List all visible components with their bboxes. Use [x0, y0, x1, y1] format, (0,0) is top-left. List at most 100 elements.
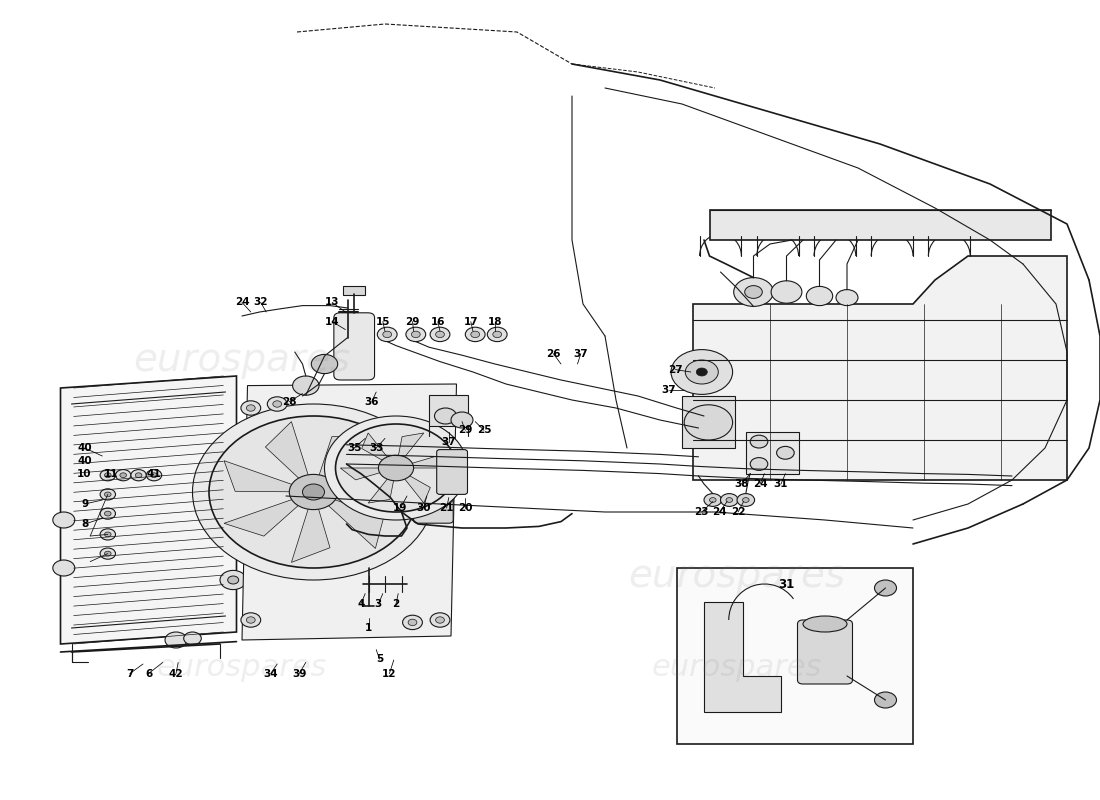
Circle shape [836, 290, 858, 306]
Text: 12: 12 [382, 669, 397, 678]
Bar [429, 395, 468, 426]
Polygon shape [398, 433, 424, 458]
Circle shape [436, 401, 444, 407]
Circle shape [267, 397, 287, 411]
Circle shape [378, 455, 414, 481]
Circle shape [100, 548, 116, 559]
Text: 42: 42 [168, 669, 184, 678]
Text: 13: 13 [324, 298, 340, 307]
Circle shape [406, 327, 426, 342]
Text: 37: 37 [441, 437, 456, 446]
Text: 26: 26 [546, 349, 561, 358]
Text: 29: 29 [405, 317, 420, 326]
Text: 7: 7 [126, 669, 133, 678]
FancyBboxPatch shape [437, 450, 468, 494]
Circle shape [411, 477, 455, 509]
Text: 1: 1 [365, 623, 372, 633]
Circle shape [745, 286, 762, 298]
Text: 30: 30 [416, 503, 431, 513]
Circle shape [771, 281, 802, 303]
Circle shape [685, 360, 718, 384]
Circle shape [104, 511, 111, 516]
Circle shape [241, 401, 261, 415]
Text: 15: 15 [375, 317, 390, 326]
Circle shape [684, 405, 733, 440]
Text: 39: 39 [292, 669, 307, 678]
Circle shape [696, 368, 707, 376]
Polygon shape [410, 456, 452, 468]
Circle shape [220, 570, 246, 590]
Text: 24: 24 [752, 479, 768, 489]
Circle shape [100, 489, 116, 500]
Circle shape [228, 576, 239, 584]
Text: 3: 3 [375, 599, 382, 609]
Polygon shape [704, 602, 781, 712]
Circle shape [302, 484, 324, 500]
Circle shape [750, 458, 768, 470]
Circle shape [53, 560, 75, 576]
Ellipse shape [803, 616, 847, 632]
Circle shape [104, 532, 111, 537]
Circle shape [100, 470, 116, 481]
Bar [682, 396, 735, 448]
Polygon shape [60, 376, 236, 644]
FancyBboxPatch shape [676, 568, 913, 744]
Circle shape [209, 416, 418, 568]
Text: 18: 18 [487, 317, 503, 326]
Circle shape [750, 435, 768, 448]
Circle shape [451, 412, 473, 428]
Circle shape [151, 473, 157, 478]
Text: 31: 31 [779, 578, 794, 590]
Text: 10: 10 [76, 469, 91, 478]
Polygon shape [362, 433, 388, 461]
Bar [343, 286, 365, 295]
Circle shape [104, 551, 111, 556]
Circle shape [165, 632, 187, 648]
Circle shape [465, 327, 485, 342]
Text: 19: 19 [393, 503, 408, 513]
Circle shape [430, 613, 450, 627]
Circle shape [104, 492, 111, 497]
FancyBboxPatch shape [334, 313, 374, 380]
Text: 25: 25 [476, 426, 492, 435]
Polygon shape [318, 435, 375, 481]
Circle shape [220, 501, 246, 520]
Text: 41: 41 [146, 469, 162, 478]
Circle shape [742, 498, 749, 502]
Circle shape [53, 512, 75, 528]
Text: 32: 32 [253, 298, 268, 307]
Text: 27: 27 [668, 365, 683, 374]
Text: 37: 37 [573, 349, 588, 358]
Text: eurospares: eurospares [652, 654, 822, 682]
Circle shape [293, 376, 319, 395]
Circle shape [104, 473, 111, 478]
Circle shape [874, 692, 896, 708]
Text: 37: 37 [661, 386, 676, 395]
Circle shape [734, 278, 773, 306]
Text: 28: 28 [282, 397, 297, 406]
Circle shape [184, 632, 201, 645]
Circle shape [228, 506, 239, 514]
Text: 38: 38 [734, 479, 749, 489]
Text: 23: 23 [694, 507, 710, 517]
Circle shape [311, 354, 338, 374]
Circle shape [100, 529, 116, 540]
Bar [746, 432, 799, 474]
Text: 34: 34 [263, 669, 278, 678]
Text: 17: 17 [463, 317, 478, 326]
Circle shape [131, 470, 146, 481]
Circle shape [726, 498, 733, 502]
Circle shape [493, 331, 502, 338]
Text: 14: 14 [324, 317, 340, 326]
Polygon shape [693, 256, 1067, 480]
Polygon shape [331, 468, 412, 492]
Circle shape [430, 397, 450, 411]
Text: 5: 5 [376, 654, 383, 664]
Text: 8: 8 [81, 519, 88, 529]
Text: 31: 31 [773, 479, 789, 489]
Circle shape [704, 494, 722, 506]
Text: 24: 24 [712, 507, 727, 517]
Text: 33: 33 [368, 443, 384, 453]
Circle shape [120, 473, 127, 478]
Circle shape [408, 619, 417, 626]
